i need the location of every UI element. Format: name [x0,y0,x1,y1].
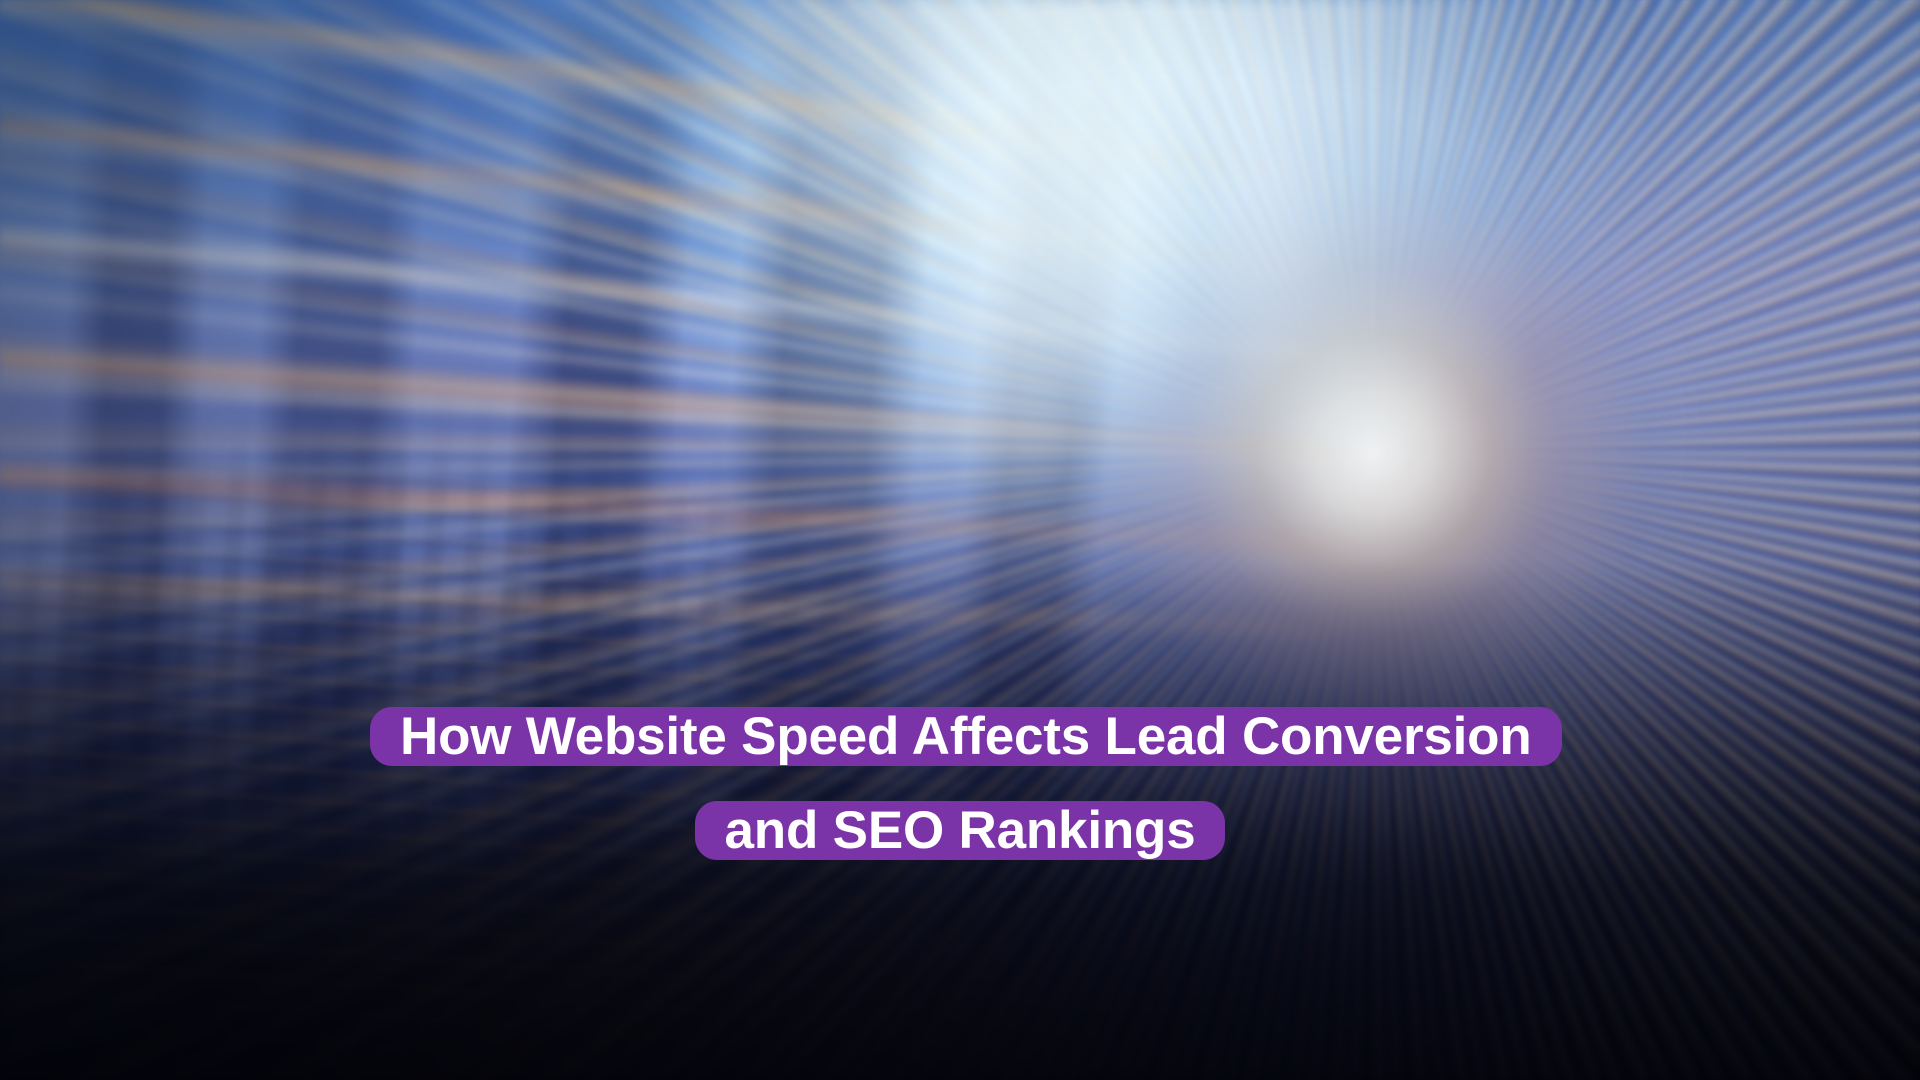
headline-container: How Website Speed Affects Lead Conversio… [0,690,1920,878]
page-title: How Website Speed Affects Lead Conversio… [370,690,1562,878]
headline-highlight: How Website Speed Affects Lead Conversio… [370,707,1562,860]
